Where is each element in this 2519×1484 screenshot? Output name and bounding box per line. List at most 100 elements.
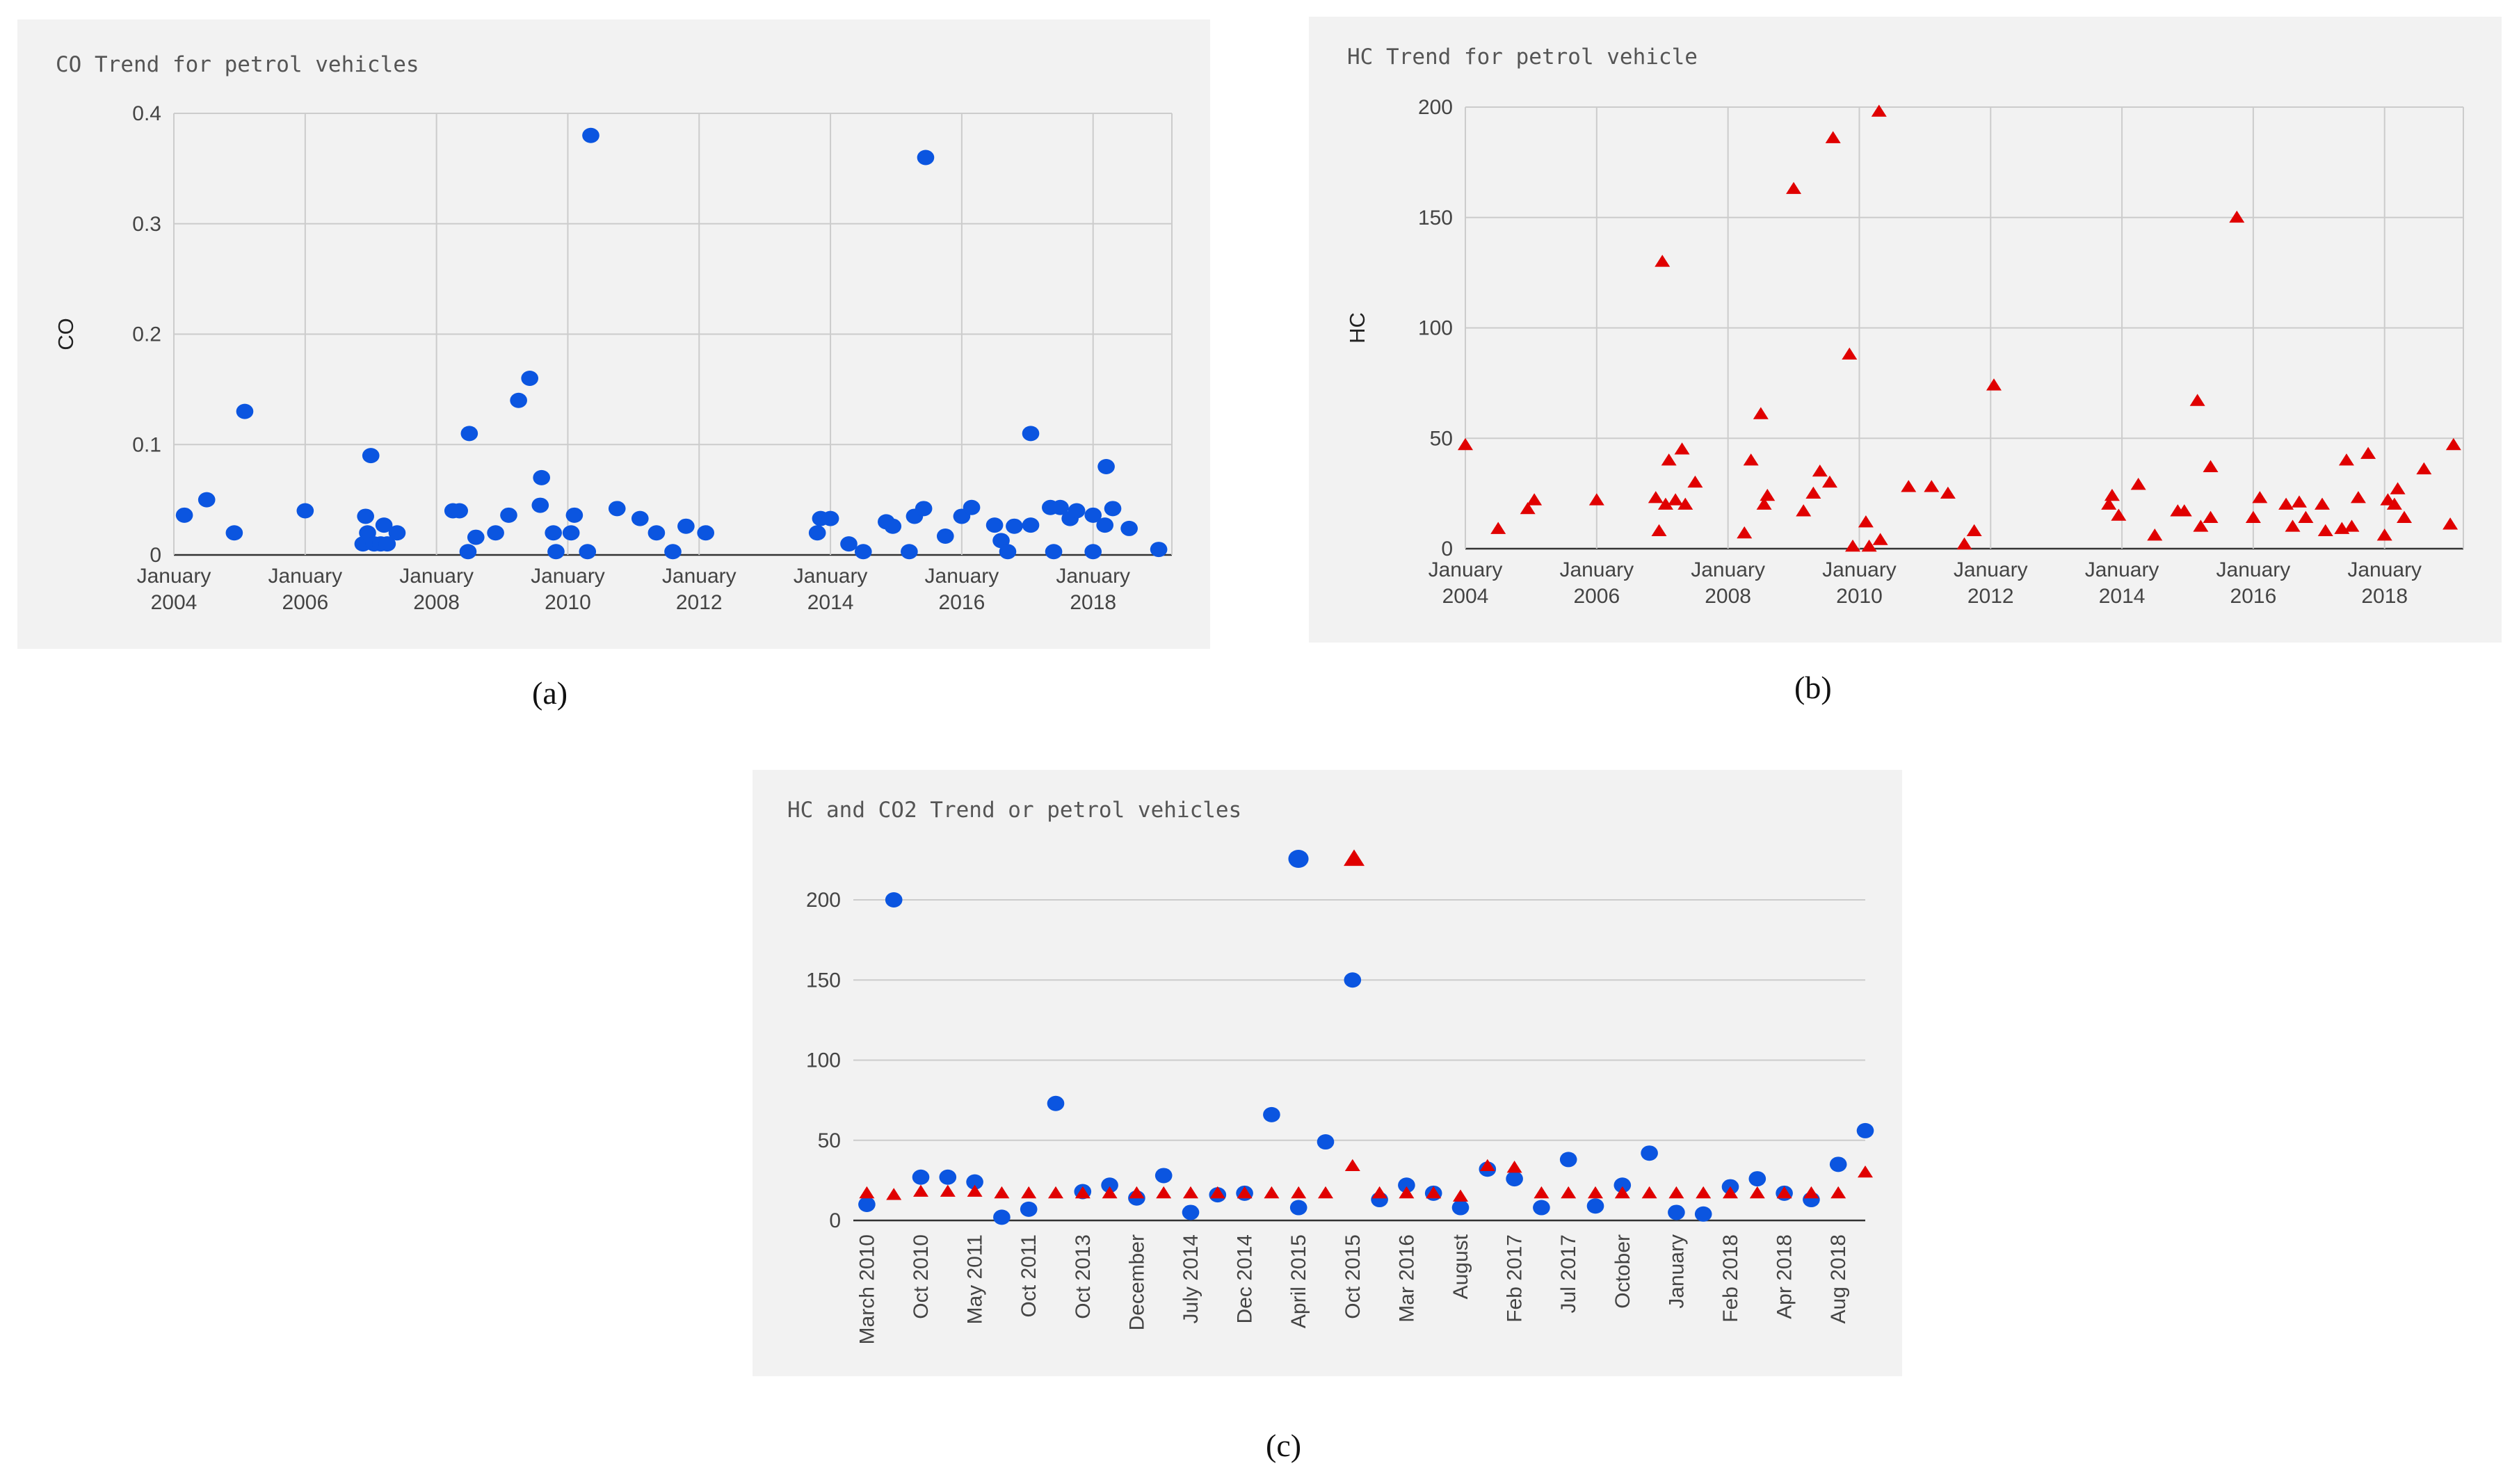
- data-point-circle: [631, 510, 649, 526]
- data-point-triangle: [994, 1186, 1010, 1199]
- x-tick-label-year: 2010: [1836, 585, 1883, 608]
- data-point-circle: [1022, 426, 1040, 442]
- data-point-circle: [1120, 520, 1138, 536]
- data-point-circle: [697, 525, 715, 541]
- data-point-triangle: [1858, 515, 1874, 528]
- data-point-triangle: [1520, 501, 1536, 515]
- data-point-triangle: [1479, 1159, 1495, 1172]
- x-tick-label-month: January: [2085, 558, 2159, 581]
- data-point-triangle: [1561, 1186, 1577, 1199]
- x-category-label: October: [1611, 1234, 1634, 1309]
- data-point-triangle: [2147, 529, 2163, 541]
- data-point-circle: [1829, 1156, 1847, 1172]
- x-tick-label-year: 2010: [545, 591, 591, 614]
- data-point-circle: [1084, 544, 1102, 560]
- data-point-circle: [1559, 1152, 1577, 1168]
- x-tick-label-year: 2008: [1705, 585, 1751, 608]
- x-tick-label-year: 2016: [2230, 585, 2277, 608]
- data-point-circle: [175, 507, 193, 523]
- data-point-triangle: [2338, 453, 2354, 466]
- data-point-circle: [885, 892, 903, 908]
- data-point-triangle: [1661, 453, 1677, 466]
- data-point-triangle: [1588, 493, 1604, 506]
- x-tick-label-year: 2004: [151, 591, 198, 614]
- y-tick-label: 0: [1441, 538, 1453, 560]
- data-point-triangle: [2317, 524, 2333, 537]
- data-point-triangle: [1966, 524, 1982, 537]
- caption-a: (a): [532, 675, 568, 711]
- data-point-triangle: [2397, 510, 2413, 523]
- data-point-circle: [1344, 972, 1362, 988]
- y-tick-label: 150: [806, 969, 841, 992]
- data-point-circle: [1317, 1134, 1335, 1150]
- x-category-label: Dec 2014: [1234, 1234, 1257, 1323]
- y-tick-label: 100: [806, 1049, 841, 1072]
- data-point-triangle: [1825, 131, 1841, 143]
- data-point-triangle: [2442, 517, 2458, 530]
- data-point-triangle: [967, 1184, 983, 1197]
- x-category-label: Aug 2018: [1827, 1234, 1850, 1323]
- data-point-circle: [236, 403, 254, 419]
- y-tick-label: 0: [829, 1209, 841, 1232]
- x-tick-label-year: 2004: [1442, 585, 1489, 608]
- data-point-circle: [936, 529, 954, 545]
- y-tick-label: 200: [1418, 96, 1453, 119]
- x-tick-label-month: January: [2216, 558, 2291, 581]
- x-tick-label-year: 2016: [939, 591, 985, 614]
- data-point-triangle: [1901, 480, 1917, 492]
- data-point-circle: [963, 499, 981, 515]
- data-point-circle: [357, 508, 374, 524]
- x-tick-label-month: January: [137, 565, 211, 588]
- data-point-triangle: [1743, 453, 1759, 466]
- data-point-circle: [915, 501, 933, 517]
- data-point-circle: [510, 392, 527, 408]
- data-point-circle: [858, 1196, 876, 1212]
- x-tick-label-year: 2014: [2099, 585, 2146, 608]
- hc-co2-trend-chart: HC and CO2 Trend or petrol vehicles 0 50 10…: [787, 798, 1874, 1344]
- x-category-label: December: [1125, 1234, 1148, 1330]
- x-category-label: January: [1665, 1234, 1688, 1309]
- data-point-triangle: [1723, 1186, 1738, 1199]
- data-point-triangle: [1021, 1186, 1037, 1199]
- data-point-triangle: [1871, 104, 1887, 117]
- data-point-circle: [1020, 1201, 1038, 1217]
- data-point-triangle: [2386, 497, 2402, 510]
- data-point-triangle: [1845, 539, 1861, 552]
- chart-title: HC Trend for petrol vehicle: [1347, 45, 1698, 70]
- data-point-circle: [531, 497, 549, 513]
- data-point-circle: [467, 529, 485, 545]
- data-point-triangle: [1812, 464, 1828, 477]
- data-point-triangle: [1842, 347, 1858, 360]
- data-point-triangle: [2203, 510, 2219, 523]
- x-tick-label-year: 2012: [1967, 585, 2014, 608]
- data-point-triangle: [1588, 1186, 1603, 1199]
- x-category-label: Mar 2016: [1395, 1234, 1418, 1323]
- data-point-triangle: [1237, 1186, 1253, 1199]
- y-axis-title: CO: [54, 318, 78, 350]
- y-tick-label: 50: [818, 1129, 841, 1152]
- data-point-circle: [677, 518, 695, 534]
- x-tick-label-year: 2018: [1070, 591, 1116, 614]
- data-point-triangle: [2350, 491, 2366, 503]
- data-point-circle: [1856, 1122, 1874, 1138]
- data-point-circle: [378, 536, 396, 552]
- data-point-circle: [1694, 1206, 1712, 1222]
- data-point-circle: [939, 1169, 957, 1185]
- data-point-triangle: [1668, 1186, 1684, 1199]
- data-point-triangle: [1614, 1186, 1630, 1199]
- legend-marker-triangle: [1344, 849, 1365, 866]
- hc-co2-trend-chart-panel: HC and CO2 Trend or petrol vehicles 0 50 10…: [753, 770, 1902, 1376]
- data-point-triangle: [2189, 394, 2205, 406]
- data-point-triangle: [1102, 1186, 1118, 1199]
- x-category-label: Oct 2011: [1017, 1234, 1040, 1318]
- data-point-triangle: [2278, 497, 2294, 510]
- data-point-triangle: [1490, 522, 1506, 534]
- data-point-circle: [296, 503, 314, 519]
- x-tick-label-year: 2018: [2361, 585, 2408, 608]
- data-point-triangle: [1830, 1186, 1846, 1199]
- data-point-triangle: [1048, 1186, 1063, 1199]
- chart-title: CO Trend for petrol vehicles: [56, 52, 419, 77]
- data-point-triangle: [1129, 1186, 1145, 1199]
- data-point-triangle: [1753, 407, 1769, 419]
- data-point-triangle: [913, 1184, 928, 1197]
